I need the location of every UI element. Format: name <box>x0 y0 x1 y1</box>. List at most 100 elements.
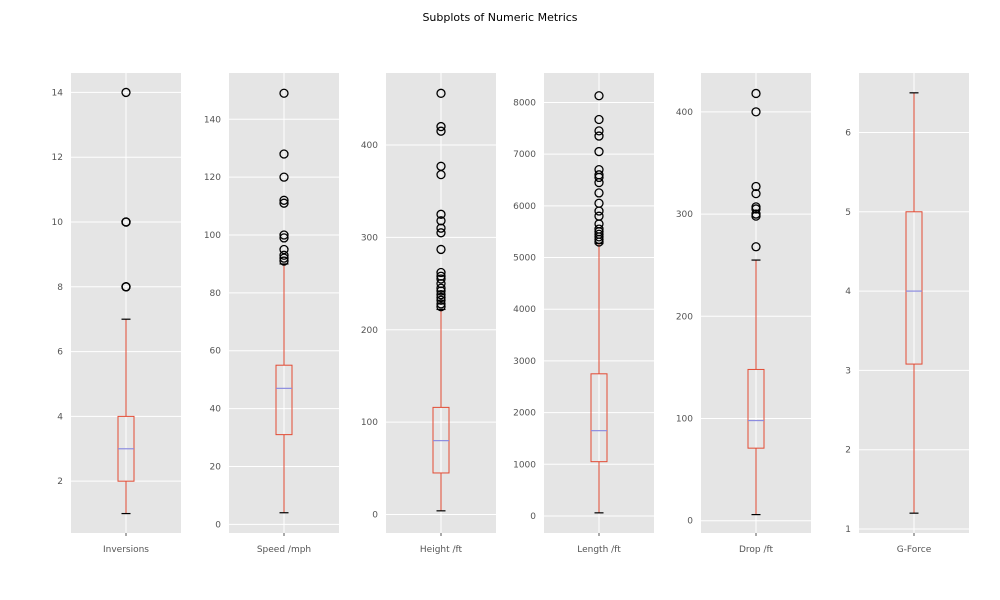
outlier-point <box>594 146 604 157</box>
outlier-point <box>436 244 446 255</box>
x-tick-label: Speed /mph <box>257 545 311 555</box>
outlier-point <box>594 170 604 180</box>
outlier-point <box>279 253 289 263</box>
y-tick-label: 0 <box>215 520 221 530</box>
outlier-point <box>751 202 761 212</box>
y-tick-label: 5 <box>845 208 851 218</box>
outlier-point <box>594 229 604 239</box>
outlier-point <box>436 121 446 132</box>
y-tick-label: 400 <box>361 141 378 151</box>
outlier-point <box>436 209 446 219</box>
x-tick-label: Inversions <box>103 545 149 555</box>
outlier-point <box>594 224 604 234</box>
outlier-point <box>751 181 761 192</box>
y-tick-label: 100 <box>676 415 693 425</box>
subplot-drop-ft: 0 100 200 300 400 Drop /ft <box>676 73 811 555</box>
outlier-point <box>436 228 446 238</box>
outlier-point <box>751 107 761 117</box>
y-tick-label: 4 <box>845 287 851 297</box>
outlier-point <box>436 295 446 305</box>
outlier-point <box>436 302 446 312</box>
outlier-point <box>279 198 289 208</box>
outlier-point <box>436 126 446 136</box>
y-tick-label: 60 <box>210 347 222 357</box>
y-tick-label: 4 <box>57 412 63 422</box>
iqr-box <box>275 364 293 436</box>
y-tick-label: 3 <box>845 366 851 376</box>
subplot-panels: 2468101214Inversions020406080100120140Sp… <box>52 73 969 555</box>
iqr-box <box>747 368 765 449</box>
outlier-point <box>279 250 289 260</box>
outlier-point <box>279 244 289 255</box>
y-tick-label: 400 <box>676 108 693 118</box>
y-tick-label: 8 <box>57 283 63 293</box>
outlier-point <box>279 88 289 98</box>
y-tick-label: 100 <box>204 231 221 241</box>
subplot-height-ft: 0 100 200 300 400 Height /ft <box>361 73 496 555</box>
outlier-point <box>436 271 446 281</box>
y-tick-label: 200 <box>361 326 378 336</box>
y-tick-label: 6 <box>845 128 851 138</box>
subplot-g-force: 1 2 3 4 5 6 G-Force <box>845 73 969 555</box>
y-tick-label: 80 <box>210 289 222 299</box>
y-tick-label: 5000 <box>513 254 536 264</box>
y-tick-label: 6 <box>57 348 63 358</box>
subplot-length-ft: 0 1000 2000 3000 4000 5000 6000 7000 8000 Length … <box>513 73 654 555</box>
x-tick-label: G-Force <box>897 545 932 555</box>
y-tick-label: 8000 <box>513 98 536 108</box>
y-tick-label: 300 <box>676 210 693 220</box>
outlier-point <box>751 88 761 99</box>
outlier-point <box>594 211 604 221</box>
outlier-point <box>594 198 604 208</box>
y-tick-label: 1 <box>845 525 851 535</box>
outlier-point <box>436 88 446 98</box>
y-tick-label: 120 <box>204 173 221 183</box>
iqr-box <box>905 211 923 365</box>
y-tick-label: 2 <box>57 477 63 487</box>
outlier-point <box>594 91 604 101</box>
outlier-point <box>751 188 761 199</box>
outlier-point <box>279 195 289 205</box>
y-tick-label: 0 <box>530 512 536 522</box>
outlier-point <box>279 230 289 240</box>
outlier-point <box>436 299 446 309</box>
outlier-point <box>594 126 604 136</box>
outlier-point <box>121 87 131 98</box>
outlier-point <box>279 256 289 266</box>
outlier-point <box>594 131 604 141</box>
y-tick-label: 10 <box>52 218 64 228</box>
iqr-box <box>590 373 608 463</box>
y-tick-label: 200 <box>676 312 693 322</box>
outlier-point <box>279 172 289 182</box>
outlier-point <box>436 292 446 303</box>
y-tick-label: 14 <box>52 88 64 98</box>
outlier-point <box>751 209 761 219</box>
outlier-point <box>594 165 604 175</box>
y-tick-label: 0 <box>687 517 693 527</box>
outlier-point <box>436 267 446 278</box>
outlier-point <box>279 149 289 159</box>
y-tick-label: 7000 <box>513 150 536 160</box>
y-tick-label: 0 <box>372 511 378 521</box>
outlier-point <box>436 274 446 284</box>
figure-title: Subplots of Numeric Metrics <box>422 11 577 24</box>
outlier-point <box>121 282 131 292</box>
outlier-point <box>436 216 446 226</box>
x-tick-label: Drop /ft <box>739 545 774 555</box>
y-tick-label: 4000 <box>513 305 536 315</box>
y-tick-label: 100 <box>361 418 378 428</box>
outlier-point <box>594 114 604 125</box>
subplot-speed-mph: 0 20 40 60 80 100 120 140 Speed /mph <box>204 73 339 555</box>
y-tick-label: 300 <box>361 233 378 243</box>
x-tick-label: Length /ft <box>577 545 621 555</box>
y-tick-label: 20 <box>210 462 222 472</box>
y-tick-label: 2 <box>845 446 851 456</box>
outlier-point <box>436 283 446 293</box>
outlier-point <box>594 188 604 198</box>
outlier-point <box>436 290 446 300</box>
outlier-point <box>436 161 446 171</box>
x-tick-label: Height /ft <box>420 545 463 555</box>
outlier-point <box>751 242 761 252</box>
y-tick-label: 6000 <box>513 202 536 212</box>
